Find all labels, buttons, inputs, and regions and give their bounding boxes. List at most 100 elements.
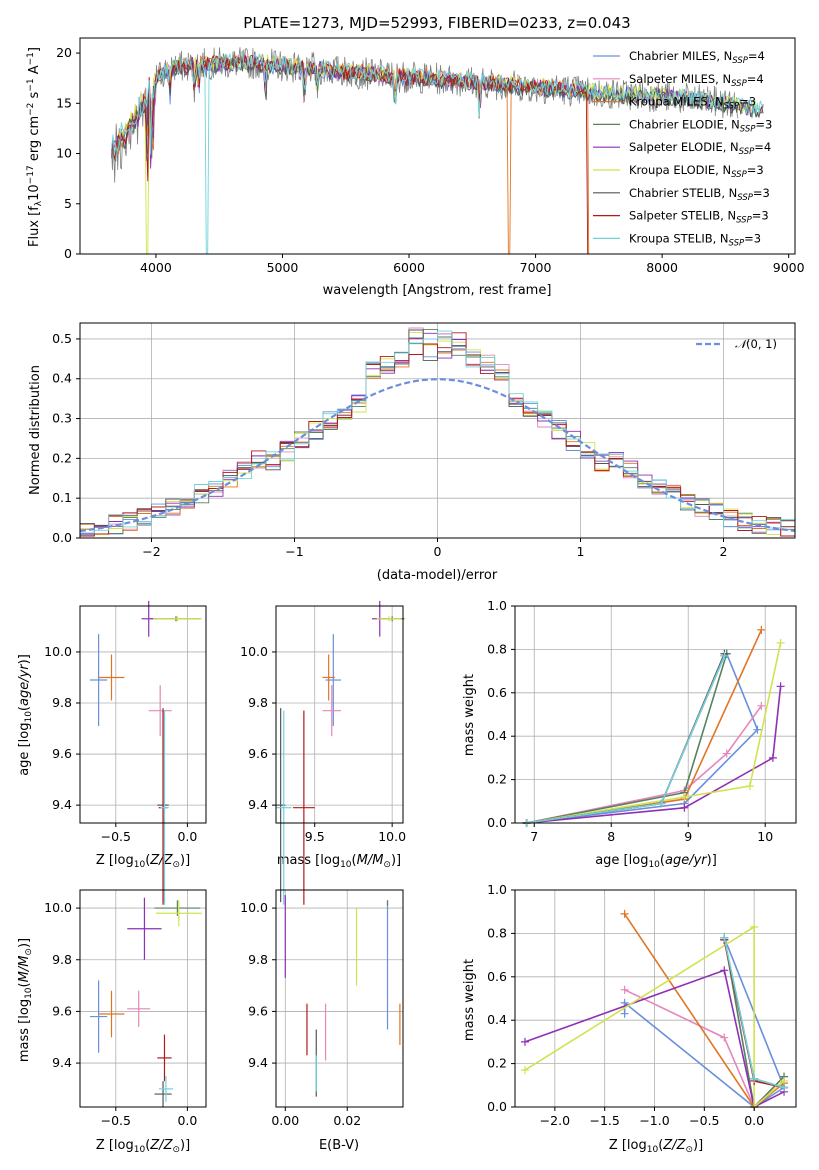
z-mass-xlabel: Z [log10(Z/Z⊙)]: [96, 1138, 190, 1155]
age-weight-marks: [522, 625, 785, 827]
z-weight-ticks: −2.0 −1.5 −1.0 −0.5 0.0 0.0 0.2 0.4 0.6 0.8 1.0: [487, 882, 764, 1128]
model-spectrum-kroupa-stelib: [111, 53, 764, 254]
ebv-mass-grid: [276, 890, 403, 1107]
ebv-mass-ticks: 0.00 0.02 9.4 9.6 9.8 10.0: [240, 900, 361, 1128]
spectrum-ytick-label: 20: [56, 45, 72, 60]
age-weight-line-chabrier-elodie: [526, 653, 728, 824]
mass-age-ytick-label: 9.8: [248, 695, 268, 710]
z-weight-point-salpeter-miles: [720, 1033, 729, 1042]
legend-label-salpeter-stelib: Salpeter STELIB, NSSP=3: [629, 209, 769, 226]
z-weight-ytick-label: 0.6: [487, 969, 507, 984]
z-age-panel: age [log10(age/yr)] Z [log10(Z/Z⊙)] −0.5…: [17, 600, 207, 905]
spectrum-xtick-label: 7000: [520, 260, 552, 275]
z-weight-xtick-label: −1.5: [590, 1113, 620, 1128]
spectrum-ytick-label: 15: [56, 95, 72, 110]
z-weight-xtick-label: −2.0: [540, 1113, 570, 1128]
residual-ytick-label: 0.4: [52, 371, 72, 386]
age-weight-ytick-label: 0.4: [487, 728, 507, 743]
z-mass-frame: [79, 889, 207, 1108]
spectrum-ytick-label: 5: [64, 196, 72, 211]
legend-label-chabrier-stelib: Chabrier STELIB, NSSP=3: [629, 186, 770, 203]
age-weight-line-chabrier-stelib: [526, 653, 726, 824]
residual-legend: 𝒩(0, 1): [696, 337, 777, 351]
age-weight-point-salpeter-elodie: [776, 682, 785, 691]
ebv-mass-ytick-label: 9.6: [248, 1003, 268, 1018]
age-weight-line-kroupa-stelib: [526, 655, 726, 824]
z-weight-line-salpeter-elodie: [524, 969, 785, 1109]
z-weight-point-chabrier-miles: [620, 1009, 629, 1018]
age-weight-ytick-label: 0.0: [487, 815, 507, 830]
residual-xtick-label: −2: [142, 544, 160, 559]
age-weight-xtick-label: 7: [530, 829, 538, 844]
age-weight-ytick-label: 0.2: [487, 772, 507, 787]
z-weight-panel: mass weight Z [log10(Z/Z⊙)] −2.0 −1.5 −1.0…: [462, 882, 797, 1155]
z-mass-panel: mass [log10(M/M⊙)] Z [log10(Z/Z⊙)] −0.5 0…: [17, 889, 207, 1155]
residual-panel: −2 −1 0 1 2 0.0 0.1 0.2 0.3 0.4 0.5 (data-model)/e…: [28, 322, 796, 583]
age-weight-point-kroupa-elodie: [776, 638, 785, 647]
residual-frame: [79, 322, 796, 539]
age-weight-point-chabrier-miles: [753, 725, 762, 734]
ebv-mass-panel: E(B-V) 0.00 0.02 9.4 9.6 9.8 10.0: [240, 889, 404, 1153]
z-weight-xtick-label: −1.0: [639, 1113, 669, 1128]
mass-age-ticks: 9.5 10.0 9.4 9.6 9.8 10.0: [240, 644, 406, 844]
normal-curve-legend-label: 𝒩(0, 1): [735, 337, 777, 351]
z-age-grid: [80, 606, 206, 823]
z-weight-point-salpeter-elodie: [720, 966, 729, 975]
residual-ticks: −2 −1 0 1 2 0.0 0.1 0.2 0.3 0.4 0.5: [52, 331, 727, 559]
age-weight-ylabel: mass weight: [462, 674, 477, 756]
z-age-ticks: −0.5 0.0 9.4 9.6 9.8 10.0: [44, 644, 197, 844]
spectrum-ytick-label: 10: [56, 146, 72, 161]
age-weight-ytick-label: 0.6: [487, 685, 507, 700]
z-age-ytick-label: 9.8: [52, 695, 72, 710]
residual-ytick-label: 0.1: [52, 490, 72, 505]
z-weight-ytick-label: 0.2: [487, 1056, 507, 1071]
z-mass-ytick-label: 9.8: [52, 952, 72, 967]
mass-age-xtick-label: 9.5: [305, 829, 325, 844]
age-weight-line-kroupa-miles: [526, 629, 763, 824]
z-weight-ytick-label: 0.0: [487, 1099, 507, 1114]
legend-label-salpeter-elodie: Salpeter ELODIE, NSSP=4: [629, 140, 771, 157]
age-weight-line-salpeter-elodie: [526, 686, 782, 824]
age-weight-line-chabrier-miles: [526, 653, 759, 824]
z-weight-point-salpeter-miles: [620, 985, 629, 994]
mass-age-xlabel: mass [log10(M/M⊙)]: [277, 853, 401, 870]
residual-hist-chabrier-miles: [80, 333, 795, 537]
age-weight-grid: [515, 605, 796, 824]
residual-hist-salpeter-stelib: [80, 332, 795, 537]
z-weight-ytick-label: 1.0: [487, 882, 507, 897]
z-mass-ytick-label: 9.6: [52, 1003, 72, 1018]
residual-xtick-label: 1: [577, 544, 585, 559]
ebv-mass-xlabel: E(B-V): [319, 1138, 359, 1153]
mass-age-ytick-label: 9.4: [248, 797, 268, 812]
residual-ylabel: Normed distribution: [28, 365, 43, 495]
residual-hist-kroupa-stelib: [80, 330, 795, 537]
z-weight-xtick-label: 0.0: [744, 1113, 764, 1128]
z-age-xtick-label: 0.0: [177, 829, 197, 844]
residual-ytick-label: 0.0: [52, 530, 72, 545]
mass-age-panel: mass [log10(M/M⊙)] 9.5 10.0 9.4 9.6 9.8 10.0: [240, 600, 406, 905]
z-mass-ticks: −0.5 0.0 9.4 9.6 9.8 10.0: [44, 900, 197, 1128]
age-weight-point-kroupa-elodie: [680, 792, 689, 801]
spectrum-legend: Chabrier MILES, NSSP=4 Salpeter MILES, NS…: [593, 49, 772, 248]
model-spectrum-salpeter-stelib: [111, 54, 589, 254]
age-weight-point-salpeter-miles: [722, 749, 731, 758]
age-weight-point-kroupa-miles: [757, 625, 766, 634]
ebv-mass-ytick-label: 9.4: [248, 1055, 268, 1070]
spectrum-title: PLATE=1273, MJD=52993, FIBERID=0233, z=0…: [243, 14, 630, 32]
spectrum-frame: [79, 37, 796, 255]
age-weight-line-kroupa-elodie: [526, 642, 782, 824]
residual-xtick-label: 0: [434, 544, 442, 559]
mass-age-xtick-label: 10.0: [378, 829, 406, 844]
age-weight-xtick-label: 8: [607, 829, 615, 844]
ebv-mass-marks: [284, 895, 401, 1097]
spectrum-xtick-label: 9000: [773, 260, 805, 275]
age-weight-xlabel: age [log10(age/yr)]: [595, 853, 717, 870]
mass-age-grid: [276, 606, 403, 823]
age-weight-xtick-label: 10: [757, 829, 773, 844]
spectrum-xtick-label: 5000: [267, 260, 299, 275]
z-weight-line-kroupa-elodie: [524, 925, 785, 1109]
residual-xtick-label: −1: [285, 544, 303, 559]
age-weight-line-salpeter-miles: [526, 705, 763, 824]
z-age-frame: [79, 605, 207, 824]
